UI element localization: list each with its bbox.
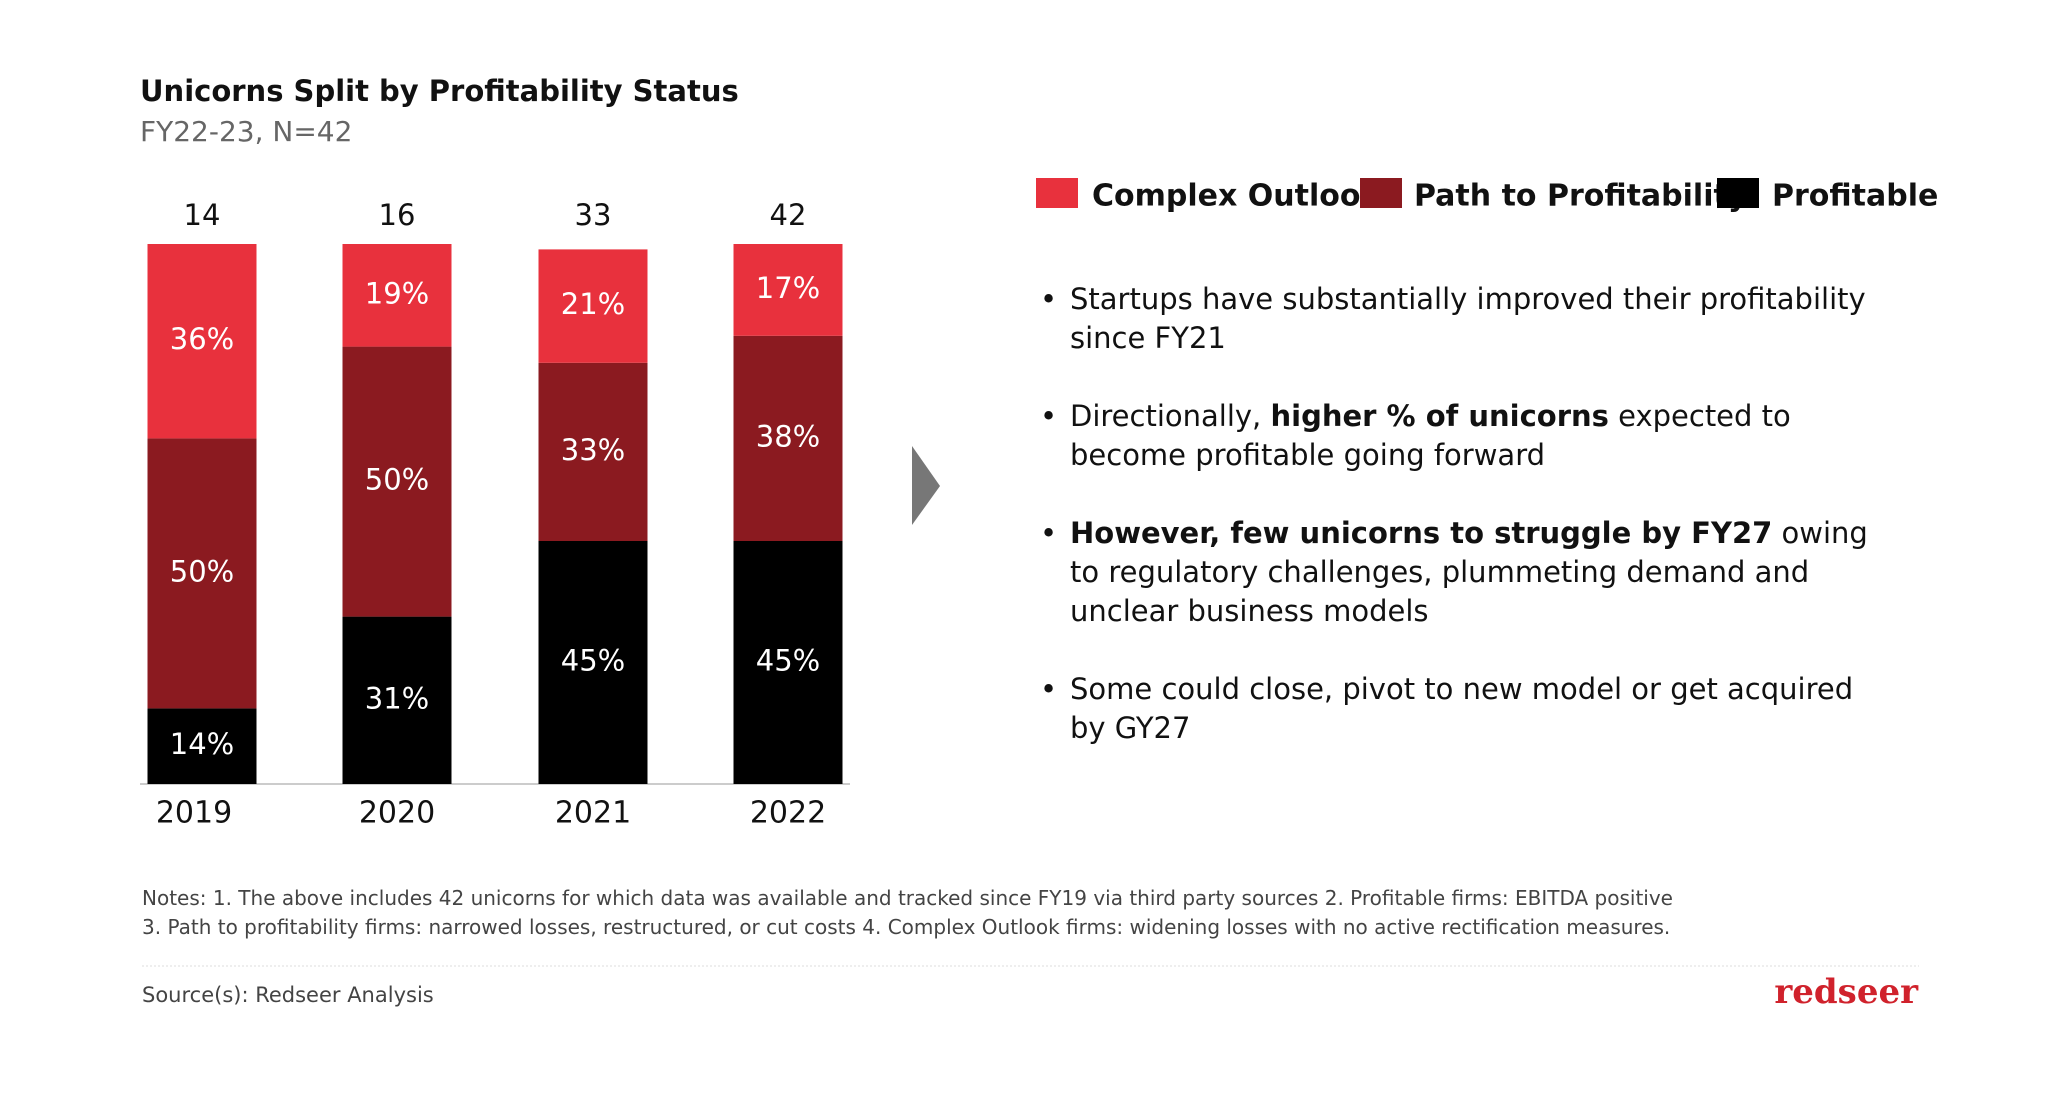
legend-label: Profitable xyxy=(1772,179,1938,214)
legend-swatch xyxy=(1717,178,1759,208)
bullet-text: expected to become profitable going forw… xyxy=(1070,399,1791,472)
source: Source(s): Redseer Analysis xyxy=(142,983,434,1007)
bar-segment xyxy=(342,346,452,617)
bar-segment xyxy=(147,438,257,709)
chart-subtitle: FY22-23, N=42 xyxy=(140,115,352,148)
data-label: 19% xyxy=(365,276,429,310)
bullet-text: Startups have substantially improved the… xyxy=(1070,282,1866,355)
arrow xyxy=(912,446,940,525)
total-label: 14 xyxy=(184,198,221,232)
bar-segment xyxy=(147,244,257,439)
bar-segment xyxy=(733,541,843,784)
x-tick-label: 2019 xyxy=(156,796,232,831)
data-label: 38% xyxy=(756,419,820,453)
bar-segment xyxy=(342,616,452,784)
legend-label: Complex Outlook xyxy=(1092,179,1381,214)
bar-segment xyxy=(342,244,452,347)
bullet-text: Directionally, xyxy=(1070,399,1271,433)
data-label: 17% xyxy=(756,271,820,305)
total-label: 33 xyxy=(575,198,612,232)
total-label: 42 xyxy=(770,198,807,232)
bullet-text: However, few unicorns to struggle by FY2… xyxy=(1070,516,1773,550)
logo: redseer xyxy=(1774,972,1919,1012)
bar-segment xyxy=(733,335,843,541)
bar-segment xyxy=(538,249,648,363)
bullet-text: owing to regulatory challenges, plummeti… xyxy=(1070,516,1868,628)
bar-segment xyxy=(733,244,843,336)
data-label: 33% xyxy=(561,433,625,467)
data-label: 21% xyxy=(561,287,625,321)
data-label: 45% xyxy=(756,644,820,678)
bullet-text: higher % of unicorns xyxy=(1270,399,1609,433)
data-label: 36% xyxy=(170,322,234,356)
data-label: 14% xyxy=(170,727,234,761)
chart-title: Unicorns Split by Profitability Status xyxy=(140,74,739,108)
data-label: 45% xyxy=(561,644,625,678)
bar-segment xyxy=(147,708,257,784)
bullet: Some could close, pivot to new model or … xyxy=(1040,670,1890,748)
x-tick-label: 2020 xyxy=(359,796,435,831)
bullet: Startups have substantially improved the… xyxy=(1040,280,1890,358)
legend-label: Path to Profitability xyxy=(1414,179,1748,214)
note-line: 3. Path to profitability firms: narrowed… xyxy=(142,915,1671,939)
data-label: 31% xyxy=(365,681,429,715)
bullet-text: Some could close, pivot to new model or … xyxy=(1070,672,1854,745)
bullet-list: Startups have substantially improved the… xyxy=(1040,280,1890,787)
data-label: 50% xyxy=(365,463,429,497)
x-tick-label: 2021 xyxy=(555,796,631,831)
notes: Notes: 1. The above includes 42 unicorns… xyxy=(142,884,1673,942)
total-label: 16 xyxy=(379,198,416,232)
bullet: Directionally, higher % of unicorns expe… xyxy=(1040,397,1890,475)
legend-swatch xyxy=(1036,178,1078,208)
x-tick-label: 2022 xyxy=(750,796,826,831)
bullet: However, few unicorns to struggle by FY2… xyxy=(1040,514,1890,631)
bar-segment xyxy=(538,362,648,541)
data-label: 50% xyxy=(170,554,234,588)
legend-swatch xyxy=(1360,178,1402,208)
bar-segment xyxy=(538,541,648,784)
note-line: Notes: 1. The above includes 42 unicorns… xyxy=(142,886,1673,910)
